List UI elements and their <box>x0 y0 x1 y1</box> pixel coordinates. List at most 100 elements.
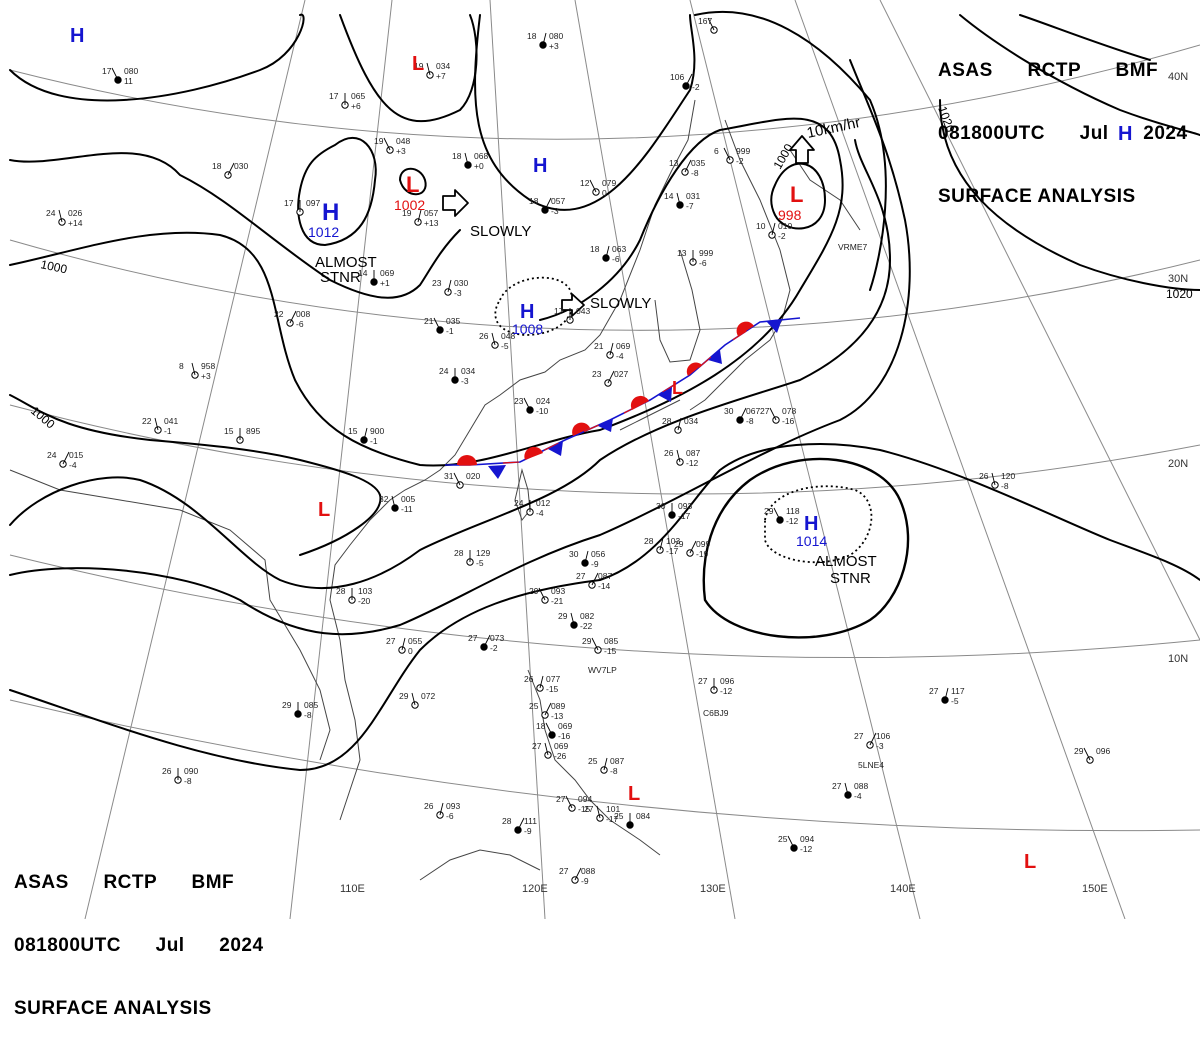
station-temperature: 27 <box>760 406 770 416</box>
station-tendency: -1 <box>370 436 378 446</box>
chart-header-top: ASAS RCTP BMF 081800UTC Jul 2024 SURFACE… <box>938 18 1188 228</box>
high-pressure-value: 1008 <box>512 321 543 337</box>
station-tendency: -3 <box>876 741 884 751</box>
station-tendency: -20 <box>358 596 371 606</box>
ship-callsign: WV7LP <box>588 665 617 675</box>
longitude-label: 130E <box>700 883 726 895</box>
station-temperature: 27 <box>468 633 478 643</box>
station-pressure: 082 <box>580 611 594 621</box>
wind-barb <box>676 192 681 206</box>
station-temperature: 26 <box>162 766 172 776</box>
station-tendency: -12 <box>686 458 699 468</box>
almost-stnr-label: ALMOST <box>815 553 877 570</box>
low-letter: L <box>790 182 803 207</box>
station-plot: 8 958+3 <box>179 361 215 381</box>
station-pressure: 065 <box>351 91 365 101</box>
station-temperature: 26 <box>424 801 434 811</box>
station-plot: 18 068+0 <box>452 151 488 171</box>
station-pressure: 088 <box>854 781 868 791</box>
station-pressure: 069 <box>558 721 572 731</box>
wind-barb <box>773 507 781 521</box>
coastline-china-east <box>329 99 696 821</box>
station-plot: 30 093-17 <box>656 501 692 521</box>
station-plot: 27 096-12 <box>698 676 734 696</box>
latitude-line-10n <box>9 554 1200 659</box>
station-plot: 25 094-12 <box>778 834 814 854</box>
front-cold-triangle <box>766 319 782 333</box>
station-plot: 18 057-3 <box>529 196 565 216</box>
station-pressure: 080 <box>549 31 563 41</box>
wind-barb <box>677 417 682 431</box>
isobar-value-label: 1000 <box>39 257 68 276</box>
station-plot: 19 057+13 <box>402 208 439 228</box>
station-temperature: 28 <box>336 586 346 596</box>
station-pressure: 087 <box>598 571 612 581</box>
station-pressure: 026 <box>68 208 82 218</box>
station-tendency: -22 <box>580 621 593 631</box>
station-tendency: -8 <box>610 766 618 776</box>
latitude-line-0 <box>9 699 1200 832</box>
wind-barb <box>538 587 546 601</box>
coastline-indochina <box>9 469 331 761</box>
coastline-korea <box>654 249 701 363</box>
station-pressure: 089 <box>551 701 565 711</box>
station-temperature: 29 <box>282 700 292 710</box>
station-tendency: -3 <box>461 376 469 386</box>
station-plot: 17 097 <box>284 198 320 216</box>
station-temperature: 14 <box>664 191 674 201</box>
high-pressure-value: 1012 <box>308 224 339 240</box>
station-tendency: +3 <box>396 146 406 156</box>
wind-barb <box>58 209 63 223</box>
station-pressure: 087 <box>686 448 700 458</box>
station-temperature: 27 <box>532 741 542 751</box>
graticule <box>9 0 1200 919</box>
station-plot: 29 085-8 <box>282 700 318 720</box>
station-pressure: 999 <box>736 146 750 156</box>
station-tendency: -9 <box>524 826 532 836</box>
station-temperature: 19 <box>402 208 412 218</box>
station-pressure: 055 <box>408 636 422 646</box>
station-temperature: 15 <box>348 426 358 436</box>
latitude-label: 20N <box>1168 458 1188 470</box>
isobar-east-small <box>1019 14 1151 61</box>
station-pressure: 129 <box>476 548 490 558</box>
station-temperature: 21 <box>594 341 604 351</box>
station-pressure: 020 <box>466 471 480 481</box>
station-plot: 6 999-2 <box>714 146 750 166</box>
isobar-high-center <box>474 14 696 211</box>
station-temperature: 30 <box>724 406 734 416</box>
wind-barb <box>869 732 877 746</box>
station-tendency: -2 <box>692 82 700 92</box>
station-temperature: 6 <box>714 146 719 156</box>
front-warm-bump <box>686 362 702 376</box>
station-tendency: -4 <box>536 508 544 518</box>
wind-barb <box>62 451 70 465</box>
longitude-line-110e <box>289 0 393 919</box>
station-temperature: 18 <box>527 31 537 41</box>
station-pressure: 008 <box>296 309 310 319</box>
station-plot: 24 026+14 <box>46 208 83 228</box>
station-temperature: 29 <box>529 586 539 596</box>
isobar-1020-east <box>939 99 1200 291</box>
wind-barb <box>944 687 949 701</box>
slowly-label: SLOWLY <box>590 295 651 312</box>
longitude-line-100e <box>84 0 306 919</box>
isobar-north-west <box>9 13 305 102</box>
wind-barb <box>544 702 552 716</box>
station-plot: 29 093-21 <box>529 586 565 606</box>
station-temperature: 18 <box>536 721 546 731</box>
station-tendency: -6 <box>699 258 707 268</box>
station-temperature: 17 <box>102 66 112 76</box>
front-warm-bump <box>457 455 477 465</box>
station-pressure: 030 <box>454 278 468 288</box>
station-temperature: 27 <box>854 731 864 741</box>
front-cold-triangle <box>708 350 722 364</box>
low-letter: L <box>412 53 424 75</box>
wind-barb <box>707 17 715 31</box>
dotted-isobars <box>494 276 873 564</box>
station-tendency: -8 <box>1001 481 1009 491</box>
low-letter: L <box>672 378 683 398</box>
wind-barb <box>542 32 547 46</box>
